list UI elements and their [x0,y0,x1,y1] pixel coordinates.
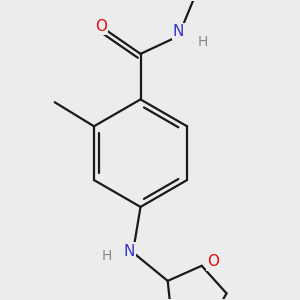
Text: N: N [123,244,135,259]
Text: N: N [173,24,184,39]
Text: O: O [95,19,107,34]
Text: H: H [101,249,112,262]
Text: H: H [197,35,208,50]
Text: O: O [207,254,219,269]
